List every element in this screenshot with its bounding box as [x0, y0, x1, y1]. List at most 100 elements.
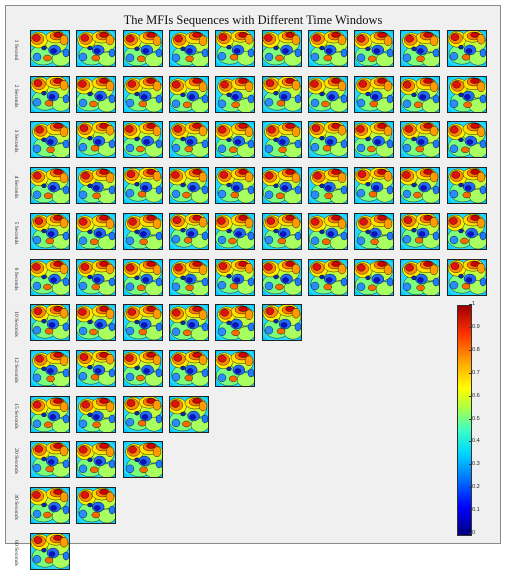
- mfi-map: [354, 121, 395, 159]
- mfi-map: [354, 212, 395, 250]
- mfi-map: [122, 441, 163, 479]
- row-label: 15 Seconds: [11, 396, 21, 436]
- mfi-map: [76, 487, 117, 524]
- mfi-map: [122, 121, 163, 159]
- row-label: 4 Seconds: [11, 167, 21, 207]
- mfi-map: [76, 75, 117, 113]
- mfi-map: [30, 167, 70, 205]
- mfi-map: [261, 75, 302, 113]
- mfi-map: [122, 30, 163, 67]
- mfi-map: [168, 395, 209, 433]
- row-label: 5 Seconds: [11, 213, 21, 253]
- row-label-text: 2 Seconds: [13, 84, 19, 108]
- mfi-map: [400, 30, 441, 67]
- mfi-map: [30, 487, 70, 524]
- mfi-map: [307, 121, 348, 159]
- mfi-map: [446, 121, 487, 159]
- mfi-map: [400, 167, 441, 205]
- colorbar-tick-label: 0.3: [469, 461, 480, 468]
- row-label: 10 Seconds: [11, 304, 21, 344]
- mfi-map: [261, 121, 302, 159]
- mfi-map: [446, 258, 487, 296]
- mfi-map: [30, 441, 70, 479]
- mfi-map: [122, 258, 163, 296]
- mfi-map: [215, 212, 256, 250]
- mfi-map: [215, 258, 256, 296]
- mfi-map: [215, 349, 256, 387]
- row-label-text: 10 Seconds: [13, 311, 19, 338]
- mfi-map: [307, 212, 348, 250]
- row-label-text: 4 Seconds: [13, 175, 19, 199]
- mfi-map: [30, 30, 70, 67]
- colorbar-tick-label: 0.5: [469, 415, 480, 422]
- mfi-map: [76, 30, 117, 67]
- mfi-map: [446, 167, 487, 205]
- mfi-map: [446, 212, 487, 250]
- mfi-map: [76, 349, 117, 387]
- colorbar-tick-label: 0: [468, 530, 476, 536]
- mfi-map: [307, 258, 348, 296]
- mfi-map: [122, 349, 163, 387]
- colorbar: [457, 305, 472, 536]
- colorbar-tick-label: 0.7: [469, 369, 480, 376]
- mfi-map: [215, 121, 256, 159]
- mfi-map: [30, 121, 70, 159]
- mfi-map: [76, 167, 117, 205]
- mfi-map: [307, 75, 348, 113]
- mfi-map: [261, 30, 302, 67]
- mfi-map: [215, 75, 256, 113]
- row-label: 1 Second: [11, 30, 21, 70]
- mfi-map: [30, 532, 70, 570]
- figure-title: The MFIs Sequences with Different Time W…: [123, 13, 383, 27]
- row-label-text: 15 Seconds: [13, 402, 19, 429]
- row-label: 3 Seconds: [11, 121, 21, 161]
- row-label: 20 Seconds: [11, 441, 21, 481]
- row-label-text: 6 Seconds: [13, 267, 19, 290]
- colorbar-tick-label: 0.1: [469, 507, 480, 514]
- mfi-map: [122, 304, 163, 342]
- row-label-text: 3 Seconds: [13, 129, 19, 153]
- mfi-map: [168, 212, 209, 250]
- mfi-map: [122, 212, 163, 250]
- mfi-map: [446, 30, 487, 67]
- mfi-map: [307, 167, 348, 205]
- colorbar-tick-label: 0.4: [469, 438, 480, 445]
- mfi-map: [76, 258, 117, 296]
- mfi-map: [400, 121, 441, 159]
- mfi-map: [215, 304, 256, 342]
- mfi-map: [76, 441, 117, 479]
- mfi-map: [307, 30, 348, 67]
- mfi-map: [168, 121, 209, 159]
- mfi-map: [446, 75, 487, 113]
- mfi-map: [168, 304, 209, 342]
- row-label: 60 Seconds: [11, 533, 21, 573]
- mfi-map: [261, 212, 302, 250]
- mfi-map: [122, 167, 163, 205]
- mfi-map: [400, 212, 441, 250]
- row-label: 30 Seconds: [11, 487, 21, 527]
- mfi-map: [76, 304, 117, 342]
- mfi-map: [122, 75, 163, 113]
- row-label: 2 Seconds: [11, 76, 21, 116]
- mfi-map: [168, 75, 209, 113]
- colorbar-tick-label: 0.2: [469, 484, 480, 491]
- row-label: 12 Seconds: [11, 350, 21, 390]
- mfi-map: [76, 212, 117, 250]
- mfi-map: [261, 258, 302, 296]
- mfi-map: [400, 75, 441, 113]
- row-label-text: 60 Seconds: [13, 539, 19, 566]
- mfi-map: [30, 395, 70, 433]
- row-label-text: 12 Seconds: [13, 357, 19, 383]
- mfi-map: [354, 30, 395, 67]
- mfi-map: [400, 258, 441, 296]
- mfi-map: [76, 395, 117, 433]
- mfi-map: [354, 167, 395, 205]
- mfi-map: [30, 75, 70, 113]
- mfi-map: [261, 167, 302, 205]
- mfi-map: [215, 30, 256, 67]
- mfi-map: [215, 167, 256, 205]
- mfi-map: [122, 395, 163, 433]
- mfi-map: [354, 258, 395, 296]
- colorbar-tick-label: 1: [468, 301, 476, 307]
- row-label-text: 30 Seconds: [13, 494, 19, 520]
